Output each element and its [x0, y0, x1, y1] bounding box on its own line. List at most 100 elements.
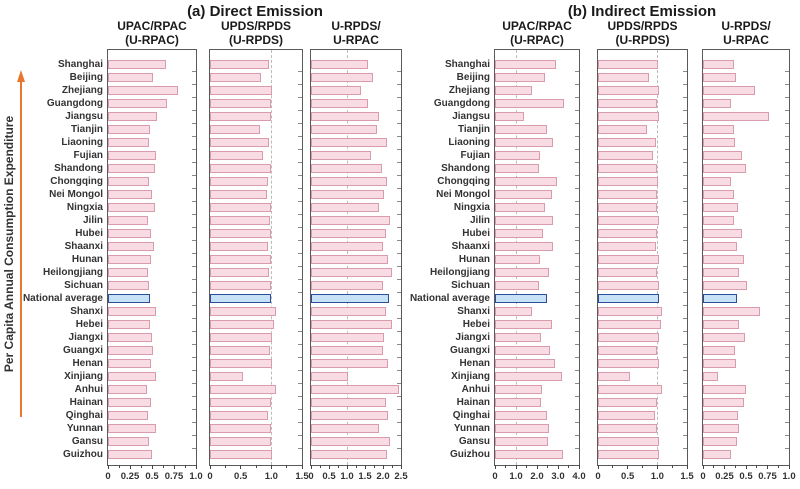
bar [210, 124, 261, 134]
y-axis-tick [575, 122, 579, 124]
bar [108, 111, 158, 121]
y-axis-tick [683, 174, 687, 176]
national-average-bar [108, 293, 151, 303]
y-axis-tick [397, 356, 401, 358]
chart-b-upds-rpds: 0 0.5 1.0 1.5 [595, 49, 694, 482]
y-axis-tick [785, 356, 789, 358]
bar [703, 85, 756, 95]
category-label: Guangdong [433, 97, 490, 109]
bar [495, 176, 557, 186]
bar [495, 410, 548, 420]
x-axis-tick-label: 1.0 [782, 471, 796, 482]
reference-line [271, 50, 273, 465]
y-axis-tick [298, 252, 302, 254]
bar [598, 397, 658, 407]
x-axis-minor-tick [355, 465, 357, 468]
category-label: Xinjiang [451, 370, 490, 382]
x-axis-tick-label: 1.0 [650, 471, 664, 482]
y-axis-tick [397, 174, 401, 176]
bar [598, 59, 658, 69]
category-label: Heilongjiang [43, 266, 103, 278]
y-axis-tick [298, 434, 302, 436]
y-axis-tick [397, 291, 401, 293]
bar [210, 85, 272, 95]
y-axis-tick [298, 109, 302, 111]
bar [108, 254, 152, 264]
bar [108, 358, 152, 368]
bar [108, 72, 153, 82]
x-axis-tick-label: 1.0 [509, 471, 523, 482]
x-axis-tick [627, 465, 629, 469]
y-axis-tick [683, 356, 687, 358]
chart-header-line: (U-RPAC) [125, 32, 179, 47]
bar [703, 371, 718, 381]
category-label: Heilongjiang [430, 266, 490, 278]
y-axis-tick [298, 304, 302, 306]
y-axis-tick [785, 382, 789, 384]
y-axis-tick [298, 70, 302, 72]
bar [495, 254, 541, 264]
bar [311, 436, 391, 446]
y-axis-tick [575, 434, 579, 436]
y-axis-tick [397, 447, 401, 449]
category-label: Liaoning [61, 136, 103, 148]
category-label: Anhui [461, 383, 490, 395]
category-label: Jiangsu [452, 110, 490, 122]
y-axis-tick [575, 252, 579, 254]
y-axis-tick [575, 109, 579, 111]
category-label: Yunnan [66, 422, 103, 434]
bar [703, 332, 746, 342]
bar [108, 384, 147, 394]
bar [210, 163, 272, 173]
bar [108, 423, 156, 433]
bar [210, 254, 272, 264]
x-axis-minor-tick [547, 465, 548, 468]
y-axis-tick [683, 317, 687, 319]
y-axis-tick [397, 135, 401, 137]
y-axis-tick [683, 70, 687, 72]
category-label: Hebei [75, 318, 103, 330]
category-label: Qinghai [65, 409, 103, 421]
x-axis-minor-tick [568, 465, 569, 468]
x-axis-tick-label: 0 [105, 471, 111, 482]
bar [311, 423, 379, 433]
y-axis-tick [298, 148, 302, 150]
bar [598, 306, 663, 316]
x-axis-tick [400, 465, 402, 469]
x-axis-minor-tick [373, 465, 375, 468]
bar [598, 85, 660, 95]
category-label: Shanghai [57, 58, 103, 70]
y-axis-tick [785, 161, 789, 163]
y-axis-tick [192, 122, 196, 124]
category-label: Guizhou [63, 448, 103, 460]
y-axis-tick [785, 447, 789, 449]
bar [598, 449, 659, 459]
x-axis-tick [767, 465, 768, 469]
category-labels-panel-a: Shanghai Beijing Zhejiang Guangdong Jiangsu T… [0, 49, 103, 466]
chart-a-urpds-urpac: 0 0.5 1.0 1.5 2.0 2.5 [308, 49, 408, 482]
bar [108, 449, 152, 459]
bar [598, 332, 659, 342]
bar [495, 124, 548, 134]
y-axis-tick [298, 343, 302, 345]
x-axis-tick [597, 465, 599, 469]
bar [495, 215, 553, 225]
x-axis-tick-label: 0.25 [120, 471, 140, 482]
y-axis-tick [192, 408, 196, 410]
category-label: National average [409, 292, 490, 304]
x-axis-minor-tick [319, 465, 321, 468]
bar [495, 202, 546, 212]
y-axis-tick [397, 70, 401, 72]
chart-header-a-upds-rpds: UPDS/RPDS (U-RPDS) [204, 19, 308, 47]
bar [495, 72, 545, 82]
category-label: Shaanxi [451, 240, 490, 252]
x-axis-tick-label: 1.5 [358, 471, 372, 482]
bar [311, 241, 383, 251]
bar [210, 371, 243, 381]
y-axis-tick [785, 278, 789, 280]
bar [108, 345, 153, 355]
bar [598, 410, 655, 420]
y-axis-tick [785, 96, 789, 98]
bar [495, 280, 539, 290]
